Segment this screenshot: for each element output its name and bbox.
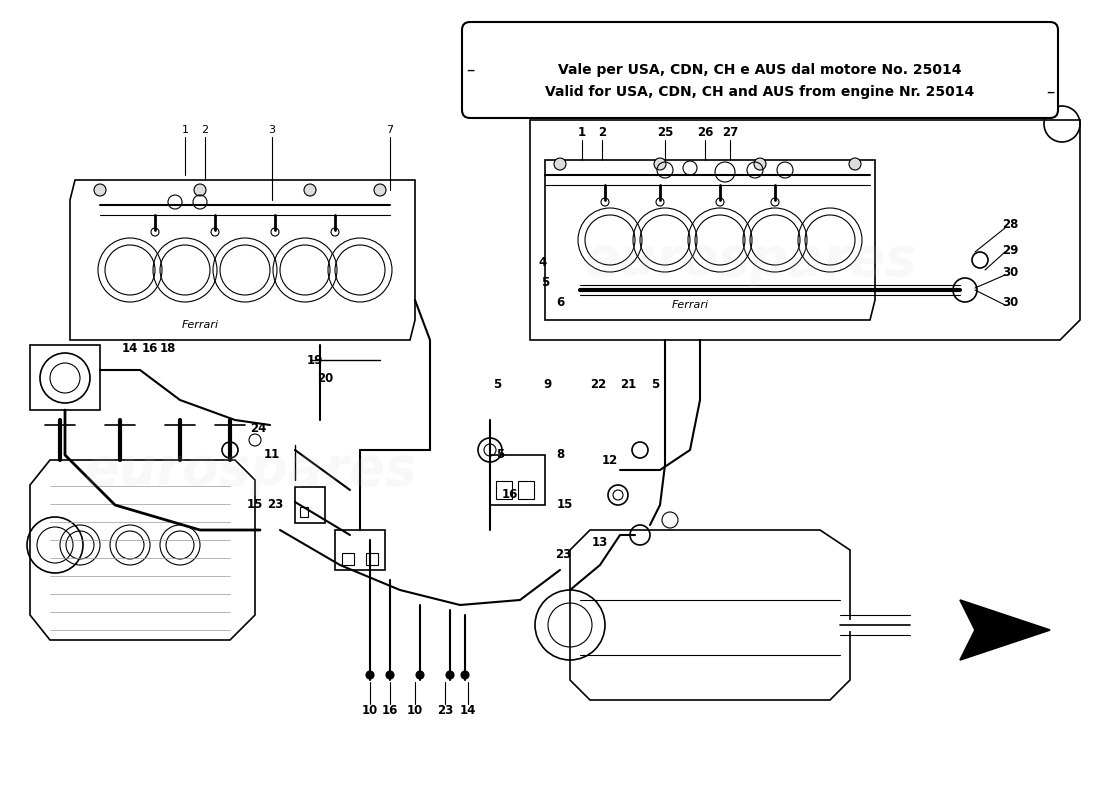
Text: Valid for USA, CDN, CH and AUS from engine Nr. 25014: Valid for USA, CDN, CH and AUS from engi…	[546, 85, 975, 99]
Bar	[366, 553, 378, 565]
Bar	[342, 553, 354, 565]
FancyBboxPatch shape	[462, 22, 1058, 118]
Text: 1: 1	[182, 125, 188, 135]
Text: 15: 15	[557, 498, 573, 511]
Circle shape	[754, 158, 766, 170]
Text: 23: 23	[437, 703, 453, 717]
Text: 18: 18	[160, 342, 176, 354]
Circle shape	[374, 184, 386, 196]
Text: 7: 7	[386, 125, 394, 135]
Text: 16: 16	[382, 703, 398, 717]
Text: 19: 19	[307, 354, 323, 366]
Text: 1: 1	[578, 126, 586, 138]
Text: 10: 10	[362, 703, 378, 717]
Text: 2: 2	[598, 126, 606, 138]
Text: 12: 12	[602, 454, 618, 466]
Bar	[300, 507, 308, 517]
Circle shape	[654, 158, 666, 170]
Bar	[496, 481, 512, 499]
Text: eurospares: eurospares	[583, 234, 916, 286]
Circle shape	[366, 671, 374, 679]
Text: 5: 5	[651, 378, 659, 391]
Text: 13: 13	[592, 535, 608, 549]
Text: 8: 8	[556, 449, 564, 462]
Text: 30: 30	[1002, 266, 1019, 278]
Text: 28: 28	[1002, 218, 1019, 231]
Polygon shape	[570, 530, 850, 700]
Polygon shape	[30, 460, 255, 640]
Circle shape	[554, 158, 566, 170]
Polygon shape	[30, 345, 100, 410]
Text: 14: 14	[460, 703, 476, 717]
Bar	[518, 481, 534, 499]
Text: 30: 30	[1002, 295, 1019, 309]
Polygon shape	[960, 600, 1050, 660]
Text: 10: 10	[407, 703, 424, 717]
Text: 2: 2	[201, 125, 209, 135]
Circle shape	[446, 671, 454, 679]
Text: 9: 9	[543, 378, 551, 391]
Text: 5: 5	[493, 378, 502, 391]
Circle shape	[94, 184, 106, 196]
Text: 29: 29	[1002, 243, 1019, 257]
Text: 15: 15	[246, 498, 263, 511]
Text: 14: 14	[122, 342, 139, 354]
Bar	[295, 487, 324, 523]
Text: 25: 25	[657, 126, 673, 138]
Text: 6: 6	[556, 295, 564, 309]
Text: 26: 26	[696, 126, 713, 138]
Text: 16: 16	[142, 342, 158, 354]
Text: Vale per USA, CDN, CH e AUS dal motore No. 25014: Vale per USA, CDN, CH e AUS dal motore N…	[558, 63, 961, 77]
Text: 5: 5	[541, 275, 549, 289]
Text: –: –	[1046, 83, 1054, 101]
Circle shape	[461, 671, 469, 679]
Polygon shape	[530, 120, 1080, 340]
Bar	[490, 455, 544, 505]
Circle shape	[304, 184, 316, 196]
Text: Ferrari: Ferrari	[182, 320, 219, 330]
Text: Ferrari: Ferrari	[671, 300, 708, 310]
Text: 16: 16	[502, 489, 518, 502]
Text: 5: 5	[496, 449, 504, 462]
Text: 3: 3	[268, 125, 275, 135]
Text: 21: 21	[620, 378, 636, 391]
Text: 23: 23	[267, 498, 283, 511]
Text: 20: 20	[317, 371, 333, 385]
Text: 24: 24	[250, 422, 266, 434]
Text: –: –	[465, 61, 474, 79]
Text: 11: 11	[264, 449, 280, 462]
Text: 22: 22	[590, 378, 606, 391]
Text: 27: 27	[722, 126, 738, 138]
Text: eurospares: eurospares	[84, 444, 417, 496]
Text: 23: 23	[554, 549, 571, 562]
Circle shape	[386, 671, 394, 679]
Circle shape	[849, 158, 861, 170]
Bar	[336, 530, 385, 570]
Text: 4: 4	[539, 255, 547, 269]
Circle shape	[416, 671, 424, 679]
Circle shape	[194, 184, 206, 196]
Polygon shape	[70, 180, 415, 340]
Polygon shape	[544, 160, 874, 320]
